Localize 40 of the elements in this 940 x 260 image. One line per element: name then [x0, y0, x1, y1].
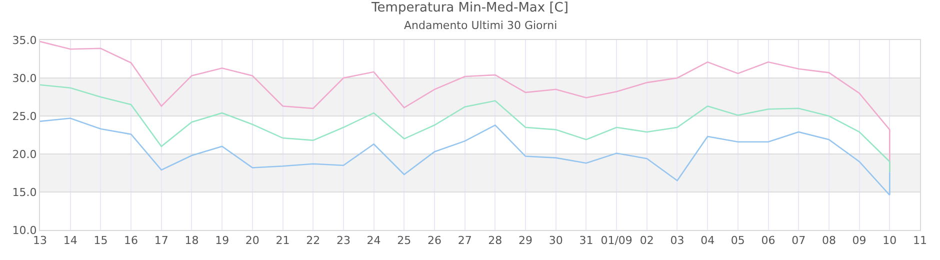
x-tick-label: 29 [518, 234, 533, 248]
x-tick-label: 18 [184, 234, 199, 248]
line-series [40, 84, 890, 173]
y-tick-label: 10.0 [12, 224, 37, 237]
x-tick-label: 25 [397, 234, 412, 248]
x-tick-label: 22 [306, 234, 320, 248]
x-tick-label: 07 [792, 234, 806, 248]
line-series [40, 118, 890, 196]
y-tick-label: 35.0 [12, 34, 37, 47]
x-tick-label: 24 [366, 234, 381, 248]
x-tick-label: 19 [215, 234, 230, 248]
x-tick-label: 26 [427, 234, 442, 248]
x-tick-label: 05 [730, 234, 745, 248]
y-tick-label: 15.0 [12, 186, 37, 199]
x-tick-label: 21 [276, 234, 290, 248]
x-tick-label: 15 [94, 234, 108, 248]
x-tick-label: 10 [882, 234, 897, 248]
y-tick-label: 25.0 [12, 110, 37, 123]
x-tick-label: 23 [336, 234, 350, 248]
x-tick-label: 03 [670, 234, 684, 248]
x-tick-label: 06 [761, 234, 776, 248]
x-tick-label: 20 [245, 234, 260, 248]
x-tick-label: 13 [33, 234, 47, 248]
x-tick-label: 31 [579, 234, 594, 248]
x-tick-label: 17 [154, 234, 168, 248]
x-tick-label: 30 [548, 234, 563, 248]
x-tick-label: 09 [852, 234, 866, 248]
chart-title: Temperatura Min-Med-Max [C] [370, 0, 568, 16]
x-tick-label: 11 [913, 234, 927, 248]
x-tick-label: 27 [458, 234, 472, 248]
x-tick-label: 04 [700, 234, 715, 248]
x-tick-label: 14 [63, 234, 78, 248]
x-tick-label: 02 [640, 234, 654, 248]
x-tick-label: 16 [124, 234, 138, 248]
y-tick-label: 20.0 [12, 148, 37, 161]
y-tick-label: 30.0 [12, 72, 37, 85]
x-tick-label: 08 [822, 234, 836, 248]
x-tick-label: 28 [488, 234, 502, 248]
chart-subtitle: Andamento Ultimi 30 Giorni [404, 19, 558, 32]
x-tick-label: 01/09 [600, 234, 632, 248]
